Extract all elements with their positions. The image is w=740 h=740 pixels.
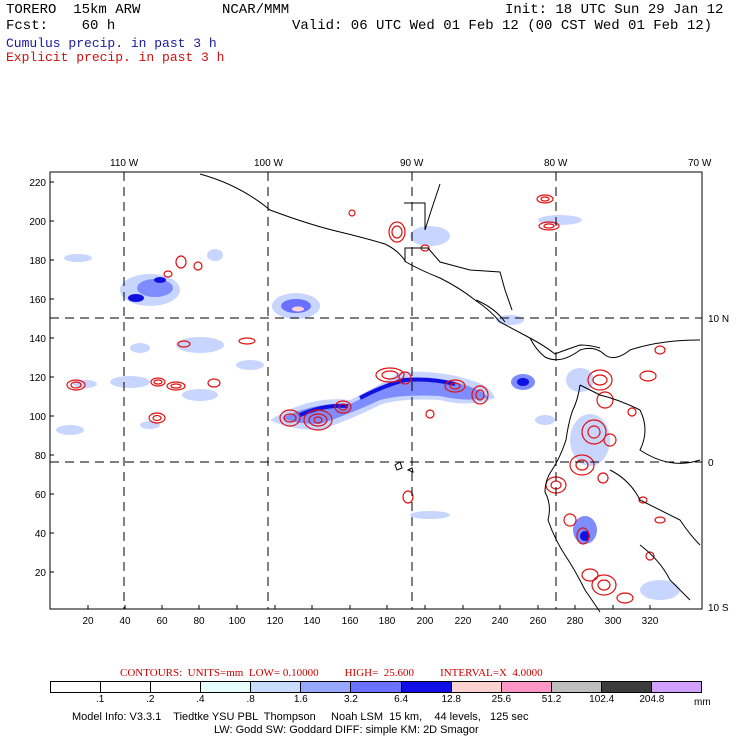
x-label: 180 — [379, 616, 396, 627]
lat-label: 0 — [708, 458, 714, 469]
colorbar-labels: .1 .2 .4 .8 1.6 3.2 6.4 12.8 25.6 51.2 102.4 204.8 — [50, 694, 702, 708]
y-label: 200 — [29, 217, 46, 228]
x-label: 100 — [229, 616, 246, 627]
colorbar-label: .2 — [146, 694, 155, 705]
y-label: 40 — [35, 529, 47, 540]
forecast-hour: Fcst: 60 h — [6, 18, 116, 34]
colorbar-label: 6.4 — [394, 694, 409, 705]
x-label: 40 — [119, 616, 131, 627]
x-label: 20 — [82, 616, 94, 627]
x-label: 220 — [455, 616, 472, 627]
y-label: 20 — [35, 568, 47, 579]
lat-label: 10 N — [708, 314, 729, 325]
map-frame — [49, 171, 703, 610]
y-label: 100 — [29, 412, 46, 423]
colorbar-label: 102.4 — [589, 694, 615, 705]
colorbar-label: 12.8 — [441, 694, 461, 705]
y-label: 180 — [29, 256, 46, 267]
x-label: 160 — [342, 616, 359, 627]
colorbar-unit: mm — [694, 697, 711, 708]
x-grid-labels: 20 40 60 80 100 120 140 160 180 200 220 … — [82, 616, 658, 627]
colorbar — [50, 681, 702, 693]
init-time: Init: 18 UTC Sun 29 Jan 12 — [505, 2, 724, 18]
colorbar-cell — [601, 682, 652, 692]
y-label: 220 — [29, 178, 46, 189]
x-label: 320 — [642, 616, 659, 627]
colorbar-cell — [651, 682, 702, 692]
legend-explicit: Explicit precip. in past 3 h — [6, 50, 225, 65]
lon-label: 100 W — [254, 158, 283, 169]
colorbar-cell — [201, 682, 252, 692]
colorbar-label: .1 — [95, 694, 105, 705]
contour-info: CONTOURS: UNITS=mm LOW= 0.10000 HIGH= 25.… — [120, 667, 543, 679]
colorbar-label: .4 — [196, 694, 205, 705]
y-grid-labels: 220 200 180 160 140 120 100 80 60 40 20 — [29, 178, 46, 579]
lon-label: 90 W — [400, 158, 424, 169]
y-label: 160 — [29, 295, 46, 306]
colorbar-cell — [301, 682, 352, 692]
colorbar-label: 3.2 — [343, 694, 358, 705]
colorbar-cell — [151, 682, 202, 692]
frame-ticks — [50, 181, 651, 609]
colorbar-label: 204.8 — [639, 694, 665, 705]
x-label: 260 — [530, 616, 547, 627]
lon-label: 110 W — [110, 158, 139, 169]
valid-time: Valid: 06 UTC Wed 01 Feb 12 (00 CST Wed … — [292, 18, 713, 34]
y-label: 120 — [29, 373, 46, 384]
x-label: 280 — [567, 616, 584, 627]
colorbar-cell — [251, 682, 302, 692]
contour-interval: INTERVAL=X 4.0000 — [440, 667, 543, 679]
lat-labels: 10 N 0 10 S — [708, 314, 729, 614]
x-label: 240 — [492, 616, 509, 627]
colorbar-cell — [351, 682, 402, 692]
y-label: 60 — [35, 490, 47, 501]
x-label: 60 — [156, 616, 168, 627]
colorbar-label: 51.2 — [541, 694, 562, 705]
y-label: 140 — [29, 334, 46, 345]
model-info-line2: LW: Godd SW: Goddard DIFF: simple KM: 2D… — [214, 724, 479, 736]
colorbar-cell — [51, 682, 102, 692]
colorbar-cell — [551, 682, 602, 692]
x-label: 120 — [267, 616, 284, 627]
colorbar-label: 1.6 — [293, 694, 308, 705]
lon-labels: 110 W 100 W 90 W 80 W 70 W — [110, 158, 712, 169]
x-label: 300 — [605, 616, 622, 627]
lat-label: 10 S — [708, 603, 729, 614]
legend-cumulus: Cumulus precip. in past 3 h — [6, 36, 217, 51]
contour-high: HIGH= 25.600 — [344, 667, 415, 679]
y-label: 80 — [35, 451, 47, 462]
colorbar-label: .8 — [246, 694, 255, 705]
org-label: NCAR/MMM — [222, 2, 290, 18]
explicit-precip-contours — [66, 194, 666, 604]
colorbar-cell — [401, 682, 452, 692]
x-label: 140 — [304, 616, 321, 627]
colorbar-cell — [101, 682, 152, 692]
colorbar-label: 25.6 — [491, 694, 512, 705]
colorbar-cell — [451, 682, 502, 692]
x-label: 200 — [417, 616, 434, 627]
contour-units: CONTOURS: UNITS=mm LOW= 0.10000 — [120, 667, 319, 679]
model-title: TORERO 15km ARW — [6, 2, 141, 18]
model-info-line1: Model Info: V3.3.1 Tiedtke YSU PBL Thomp… — [72, 711, 529, 723]
lon-label: 80 W — [544, 158, 568, 169]
graticule — [50, 172, 702, 609]
lon-label: 70 W — [688, 158, 712, 169]
x-label: 80 — [193, 616, 205, 627]
colorbar-cell — [501, 682, 552, 692]
